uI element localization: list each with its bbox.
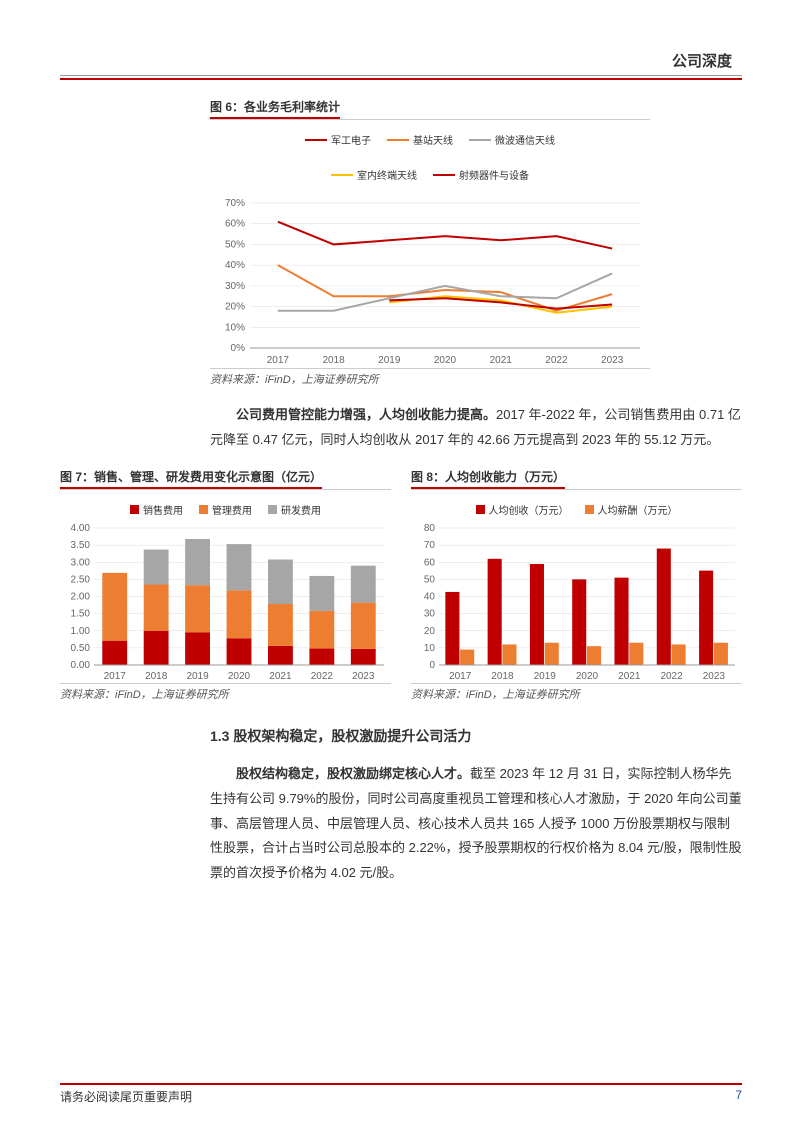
svg-text:2017: 2017 <box>104 671 127 682</box>
chart6-title: 图 6：各业务毛利率统计 <box>210 98 340 119</box>
chart7-block: 图 7：销售、管理、研发费用变化示意图（亿元） 销售费用管理费用研发费用 0.0… <box>60 468 391 702</box>
svg-text:30: 30 <box>424 609 436 620</box>
footer-rule <box>60 1083 742 1085</box>
paragraph-2: 股权结构稳定，股权激励绑定核心人才。截至 2023 年 12 月 31 日，实际… <box>210 762 742 885</box>
chart6-legend: 军工电子基站天线微波通信天线室内终端天线射频器件与设备 <box>210 126 650 198</box>
header-rule <box>60 75 742 76</box>
svg-text:80: 80 <box>424 523 436 534</box>
svg-text:20: 20 <box>424 626 436 637</box>
chart7-title: 图 7：销售、管理、研发费用变化示意图（亿元） <box>60 468 322 489</box>
svg-text:2023: 2023 <box>352 671 375 682</box>
svg-text:70%: 70% <box>225 198 245 209</box>
svg-text:2021: 2021 <box>269 671 292 682</box>
svg-text:60%: 60% <box>225 219 245 230</box>
chart7-legend: 销售费用管理费用研发费用 <box>60 496 391 523</box>
chart6-source: 资料来源：iFinD，上海证券研究所 <box>210 368 650 387</box>
svg-text:2019: 2019 <box>378 355 401 366</box>
charts-row: 图 7：销售、管理、研发费用变化示意图（亿元） 销售费用管理费用研发费用 0.0… <box>60 468 742 708</box>
svg-text:10%: 10% <box>225 322 245 333</box>
svg-text:10: 10 <box>424 643 436 654</box>
chart7-source: 资料来源：iFinD，上海证券研究所 <box>60 683 391 702</box>
svg-text:2.50: 2.50 <box>71 575 91 586</box>
svg-text:2018: 2018 <box>491 671 514 682</box>
chart8-source: 资料来源：iFinD，上海证券研究所 <box>411 683 742 702</box>
svg-text:70: 70 <box>424 541 436 552</box>
chart8-block: 图 8：人均创收能力（万元） 人均创收（万元）人均薪酬（万元） 0 10 20 30 4… <box>411 468 742 702</box>
svg-text:0.50: 0.50 <box>71 643 91 654</box>
chart8-title: 图 8：人均创收能力（万元） <box>411 468 565 489</box>
svg-text:2020: 2020 <box>434 355 457 366</box>
chart8-area: 0 10 20 30 40 50 60 70 80 2017 2018 2019 2020 2021 202… <box>411 523 742 683</box>
svg-text:2017: 2017 <box>267 355 290 366</box>
svg-text:2018: 2018 <box>322 355 345 366</box>
svg-text:2.00: 2.00 <box>71 592 91 603</box>
svg-text:2017: 2017 <box>449 671 472 682</box>
svg-text:2021: 2021 <box>618 671 641 682</box>
footer-disclaimer: 请务必阅读尾页重要声明 <box>60 1088 192 1105</box>
svg-text:2022: 2022 <box>311 671 334 682</box>
page-footer: 请务必阅读尾页重要声明 7 <box>60 1088 742 1105</box>
svg-text:4.00: 4.00 <box>71 523 91 534</box>
svg-text:0%: 0% <box>231 343 246 354</box>
svg-text:2020: 2020 <box>228 671 251 682</box>
svg-text:2019: 2019 <box>186 671 209 682</box>
svg-text:40%: 40% <box>225 260 245 271</box>
page-header-title: 公司深度 <box>60 50 742 71</box>
svg-text:2020: 2020 <box>576 671 599 682</box>
chart6-area: 0% 10% 20% 30% 40% 50% 60% 70% 2017 2018 2019 2020 2… <box>210 198 650 368</box>
svg-text:2022: 2022 <box>660 671 683 682</box>
paragraph-1: 公司费用管控能力增强，人均创收能力提高。2017 年-2022 年，公司销售费用… <box>210 403 742 452</box>
svg-text:50%: 50% <box>225 239 245 250</box>
svg-text:2023: 2023 <box>601 355 624 366</box>
svg-text:30%: 30% <box>225 281 245 292</box>
svg-text:0.00: 0.00 <box>71 660 91 671</box>
svg-text:60: 60 <box>424 558 436 569</box>
svg-text:1.50: 1.50 <box>71 609 91 620</box>
chart8-legend: 人均创收（万元）人均薪酬（万元） <box>411 496 742 523</box>
svg-text:3.00: 3.00 <box>71 558 91 569</box>
page-number: 7 <box>735 1088 742 1105</box>
svg-text:2023: 2023 <box>703 671 726 682</box>
svg-text:50: 50 <box>424 575 436 586</box>
svg-text:2018: 2018 <box>145 671 168 682</box>
svg-text:40: 40 <box>424 592 436 603</box>
svg-text:2022: 2022 <box>545 355 568 366</box>
header-rule-red <box>60 78 742 80</box>
chart7-area: 0.00 0.50 1.00 1.50 2.00 2.50 3.00 3.50 4.00 2017… <box>60 523 391 683</box>
svg-text:1.00: 1.00 <box>71 626 91 637</box>
section-heading-1-3: 1.3 股权架构稳定，股权激励提升公司活力 <box>210 726 742 746</box>
chart6-block: 图 6：各业务毛利率统计 军工电子基站天线微波通信天线室内终端天线射频器件与设备… <box>210 98 650 387</box>
svg-text:0: 0 <box>429 660 435 671</box>
svg-text:20%: 20% <box>225 302 245 313</box>
svg-text:3.50: 3.50 <box>71 541 91 552</box>
svg-text:2021: 2021 <box>490 355 513 366</box>
svg-text:2019: 2019 <box>534 671 557 682</box>
